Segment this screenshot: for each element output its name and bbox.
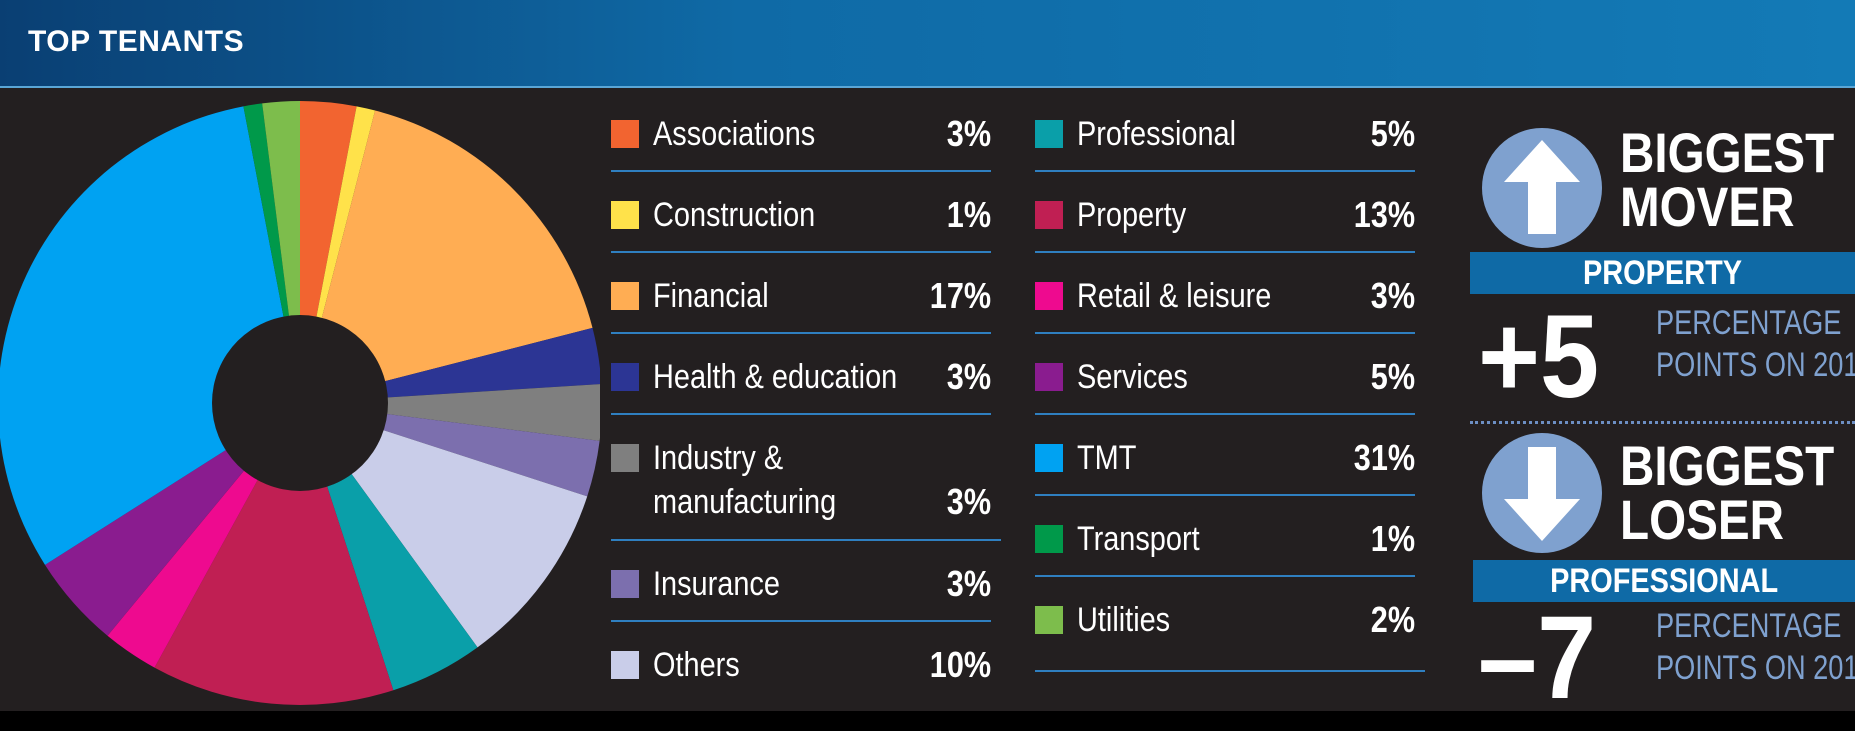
legend-value: 5%	[1370, 356, 1415, 397]
legend-divider	[1035, 332, 1415, 334]
legend-divider	[1035, 494, 1415, 496]
donut-chart	[0, 101, 600, 705]
legend-label: Construction	[653, 196, 816, 234]
legend-value: 5%	[1370, 113, 1415, 154]
pie-slice-tmt	[0, 106, 300, 565]
legend-swatch	[611, 651, 639, 679]
loser-title-line2: LOSER	[1620, 488, 1784, 551]
mover-sub-line1: PERCENTAGE	[1656, 304, 1842, 342]
legend-label: Industry &	[653, 439, 784, 477]
legend-label-line2: manufacturing	[653, 483, 837, 521]
legend-value: 1%	[1370, 518, 1415, 559]
loser-category: PROFESSIONAL	[1549, 562, 1779, 600]
legend-swatch	[611, 444, 639, 472]
legend-swatch	[611, 120, 639, 148]
pie-slice-property	[154, 403, 394, 705]
biggest-loser-panel: BIGGEST LOSER PROFESSIONAL –7 PERCENTAGE…	[1468, 425, 1855, 725]
loser-title-line1: BIGGEST	[1620, 434, 1835, 497]
legend-swatch	[611, 363, 639, 391]
mover-sub-line2: POINTS ON 2013	[1656, 346, 1855, 384]
legend-swatch	[611, 282, 639, 310]
legend-label: Professional	[1077, 115, 1237, 153]
legend-divider	[611, 332, 991, 334]
legend-label: Others	[653, 646, 740, 684]
legend-label: Property	[1077, 196, 1187, 234]
mover-category-band: PROPERTY	[1470, 252, 1855, 294]
legend-divider	[611, 539, 1001, 541]
legend-divider	[1035, 413, 1415, 415]
bottom-bar	[0, 711, 1855, 731]
legend-value: 17%	[929, 275, 991, 316]
legend-label: Retail & leisure	[1077, 277, 1272, 315]
legend-value: 3%	[1370, 275, 1415, 316]
pie-slice-financial	[300, 110, 593, 404]
legend-value: 3%	[946, 481, 991, 522]
legend-value: 3%	[946, 113, 991, 154]
legend-divider	[1035, 575, 1415, 577]
loser-sub-line1: PERCENTAGE	[1656, 607, 1842, 645]
legend-swatch	[1035, 201, 1063, 229]
legend-label: Transport	[1077, 520, 1200, 558]
legend-value: 2%	[1370, 599, 1415, 640]
loser-category-band: PROFESSIONAL	[1473, 560, 1855, 602]
legend-swatch	[1035, 525, 1063, 553]
legend-label: Associations	[653, 115, 816, 153]
mover-title-line2: MOVER	[1620, 175, 1795, 238]
legend-divider	[1035, 170, 1415, 172]
legend-swatch	[611, 201, 639, 229]
loser-sub-line2: POINTS ON 2013	[1656, 649, 1855, 687]
legend-swatch	[1035, 363, 1063, 391]
pie-slice-others	[300, 403, 588, 648]
legend-swatch	[1035, 606, 1063, 634]
legend-value: 1%	[946, 194, 991, 235]
legend-swatch	[1035, 282, 1063, 310]
legend-value: 3%	[946, 356, 991, 397]
arrow-down-icon	[1482, 433, 1602, 553]
legend-value: 3%	[946, 563, 991, 604]
biggest-mover-panel: BIGGEST MOVER PROPERTY +5 PERCENTAGE POI…	[1468, 88, 1855, 418]
page-title: TOP TENANTS	[28, 25, 245, 58]
legend-label: Services	[1077, 358, 1188, 396]
arrow-up-icon	[1482, 128, 1602, 248]
loser-change-value: –7	[1478, 592, 1597, 724]
donut-hole	[212, 315, 388, 491]
legend-label: Health & education	[653, 358, 898, 396]
header-bar: TOP TENANTS	[0, 0, 1855, 88]
legend-value: 31%	[1353, 437, 1415, 478]
mover-title-line1: BIGGEST	[1620, 121, 1835, 184]
legend-divider	[611, 170, 991, 172]
legend-label: Financial	[653, 277, 769, 315]
legend-divider	[611, 413, 991, 415]
legend-divider	[1035, 670, 1425, 672]
legend-value: 10%	[929, 644, 991, 685]
legend-divider	[1035, 251, 1415, 253]
legend-swatch	[1035, 444, 1063, 472]
legend-label: Utilities	[1077, 601, 1171, 639]
panel-separator	[1470, 421, 1855, 424]
legend-value: 13%	[1353, 194, 1415, 235]
legend-divider	[611, 251, 991, 253]
legend-label: Insurance	[653, 565, 780, 603]
legend-divider	[611, 620, 991, 622]
legend-swatch	[611, 570, 639, 598]
legend-label: TMT	[1077, 439, 1137, 477]
legend-swatch	[1035, 120, 1063, 148]
mover-change-value: +5	[1478, 291, 1600, 423]
mover-category: PROPERTY	[1582, 254, 1742, 292]
